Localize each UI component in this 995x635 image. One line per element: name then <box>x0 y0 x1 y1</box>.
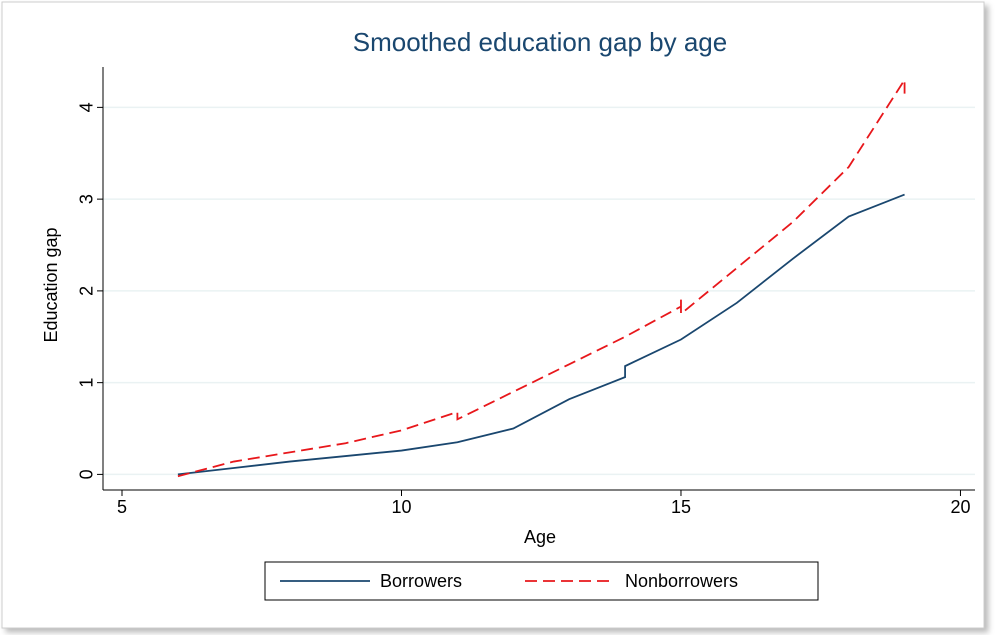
x-tick-label: 5 <box>117 497 127 517</box>
y-tick-label: 2 <box>77 286 97 296</box>
legend-label: Borrowers <box>380 571 462 591</box>
y-tick-label: 3 <box>77 194 97 204</box>
legend-label: Nonborrowers <box>625 571 738 591</box>
y-tick-label: 0 <box>77 469 97 479</box>
x-tick-label: 10 <box>391 497 411 517</box>
series-line <box>177 193 905 476</box>
series-line <box>177 76 906 478</box>
y-tick-label: 1 <box>77 378 97 388</box>
x-axis-label: Age <box>524 527 556 547</box>
x-tick-label: 20 <box>950 497 970 517</box>
frame <box>1 1 985 629</box>
y-tick-label: 4 <box>77 102 97 112</box>
x-tick-label: 15 <box>671 497 691 517</box>
chart-title: Smoothed education gap by age <box>353 27 727 57</box>
y-axis-label: Education gap <box>41 227 61 342</box>
